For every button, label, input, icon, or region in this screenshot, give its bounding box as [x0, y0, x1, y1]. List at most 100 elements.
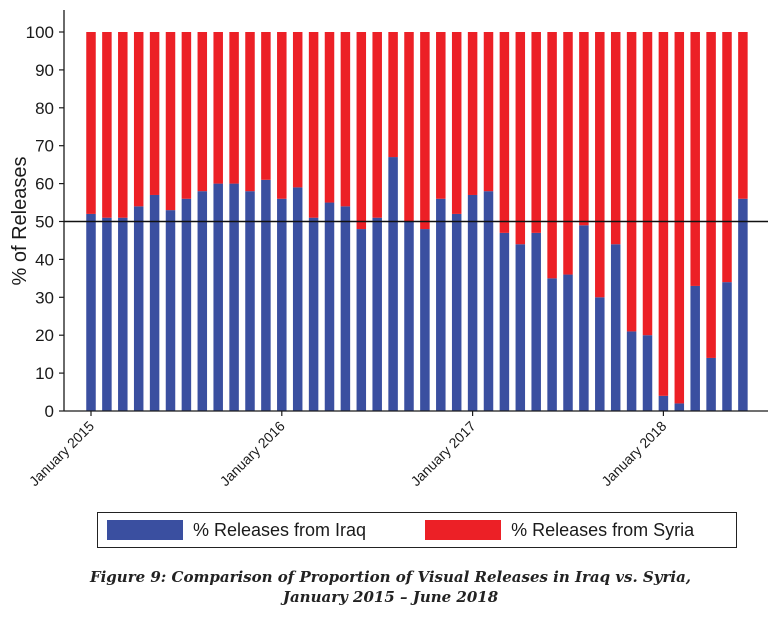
bar-iraq-2018-04 [706, 357, 716, 411]
bar-syria-2015-11 [245, 32, 255, 192]
bar-syria-2017-08 [579, 32, 589, 226]
bar-syria-2017-01 [467, 32, 478, 195]
bar-iraq-2016-06 [356, 229, 367, 411]
y-tick-label: 30 [35, 288, 54, 307]
bar-syria-2017-02 [483, 32, 494, 192]
bar-syria-2016-09 [404, 32, 414, 222]
bar-iraq-2018-02 [674, 403, 685, 411]
bar-syria-2015-06 [165, 32, 176, 211]
bar-iraq-2015-02 [102, 217, 112, 411]
bar-syria-2016-11 [436, 32, 446, 199]
bar-iraq-2017-04 [515, 244, 526, 411]
bar-iraq-2015-03 [118, 217, 128, 411]
bar-iraq-2016-04 [324, 202, 335, 411]
bar-iraq-2017-09 [595, 297, 605, 411]
legend-label-syria: % Releases from Syria [511, 519, 695, 540]
y-tick-label: 70 [35, 137, 54, 156]
bar-syria-2018-01 [658, 32, 669, 396]
bar-syria-2017-03 [499, 32, 510, 233]
bar-syria-2017-12 [642, 32, 653, 336]
bar-iraq-2015-04 [133, 206, 144, 411]
y-tick-label: 80 [35, 99, 54, 118]
bar-iraq-2015-11 [245, 191, 255, 411]
bar-iraq-2015-10 [229, 183, 239, 411]
x-tick-label: January 2015 [26, 418, 97, 489]
legend-item-iraq: % Releases from Iraq [98, 520, 366, 541]
figure-caption-line-1: Figure 9: Comparison of Proportion of Vi… [89, 568, 692, 586]
bar-iraq-2015-08 [197, 191, 208, 411]
bar-iraq-2016-12 [451, 213, 462, 411]
bar-syria-2017-04 [515, 32, 526, 245]
bar-syria-2015-10 [229, 32, 239, 184]
bar-iraq-2017-06 [547, 278, 557, 411]
bar-syria-2015-09 [213, 32, 223, 184]
bar-iraq-2017-07 [563, 274, 573, 411]
bar-syria-2015-12 [261, 32, 271, 180]
bar-iraq-2017-05 [531, 232, 541, 411]
bar-syria-2016-05 [340, 32, 351, 207]
bar-iraq-2016-01 [277, 198, 287, 411]
bar-iraq-2017-03 [499, 232, 510, 411]
bar-iraq-2017-12 [642, 335, 653, 411]
bar-iraq-2017-02 [483, 191, 494, 411]
bar-syria-2018-03 [690, 32, 700, 286]
bar-syria-2016-02 [292, 32, 303, 188]
bar-iraq-2016-09 [404, 221, 414, 411]
legend-item-syria: % Releases from Syria [416, 520, 694, 541]
bar-syria-2018-06 [738, 32, 748, 199]
legend-label-iraq: % Releases from Iraq [193, 519, 367, 540]
bar-iraq-2016-11 [436, 198, 446, 411]
y-tick-label: 60 [35, 175, 54, 194]
x-tick-label: January 2018 [598, 418, 669, 489]
x-tick-label: January 2016 [217, 418, 288, 489]
bar-iraq-2015-01 [86, 213, 96, 411]
bar-iraq-2018-03 [690, 285, 700, 411]
bar-iraq-2017-08 [579, 225, 589, 411]
legend-swatch-iraq [107, 520, 183, 540]
bars [86, 32, 748, 411]
bar-syria-2016-06 [356, 32, 367, 230]
y-tick-label: 100 [26, 23, 54, 42]
y-tick-label: 50 [35, 213, 54, 232]
bar-iraq-2015-07 [181, 198, 192, 411]
bar-syria-2017-11 [626, 32, 637, 332]
bar-syria-2015-02 [102, 32, 112, 218]
bar-iraq-2015-06 [165, 210, 176, 411]
legend-swatch-syria [425, 520, 502, 540]
bar-syria-2016-03 [308, 32, 319, 218]
bar-iraq-2015-05 [149, 194, 160, 411]
bar-iraq-2016-02 [292, 187, 303, 411]
bar-syria-2017-10 [610, 32, 621, 245]
bar-syria-2017-07 [563, 32, 573, 275]
legend: % Releases from Iraq % Releases from Syr… [97, 512, 737, 548]
bar-iraq-2018-01 [658, 395, 669, 411]
bar-syria-2017-09 [595, 32, 605, 298]
bar-syria-2015-04 [133, 32, 144, 207]
bar-syria-2015-07 [181, 32, 192, 199]
bar-syria-2017-06 [547, 32, 557, 279]
bar-syria-2015-03 [118, 32, 128, 218]
x-axis-ticks: January 2015 January 2016 January 2017 Janu… [26, 411, 670, 489]
bar-iraq-2018-05 [722, 282, 732, 411]
y-axis-ticks: 0 10 20 30 40 50 60 70 80 90 100 [26, 23, 64, 421]
bar-syria-2016-01 [277, 32, 287, 199]
x-tick-label: January 2017 [407, 418, 478, 489]
y-tick-label: 40 [35, 250, 54, 269]
y-tick-label: 10 [35, 364, 54, 383]
y-axis-label: % of Releases [9, 157, 31, 286]
bar-syria-2015-08 [197, 32, 208, 192]
y-tick-label: 90 [35, 61, 54, 80]
y-tick-label: 20 [35, 326, 54, 345]
figure-caption-line-2: January 2015 – June 2018 [282, 588, 499, 606]
bar-iraq-2016-07 [372, 217, 382, 411]
bar-iraq-2015-12 [261, 179, 271, 411]
bar-iraq-2017-01 [467, 194, 478, 411]
bar-syria-2018-04 [706, 32, 716, 358]
bar-iraq-2018-06 [738, 198, 748, 411]
bar-syria-2016-08 [388, 32, 398, 158]
bar-syria-2016-04 [324, 32, 335, 203]
bar-syria-2018-02 [674, 32, 685, 404]
bar-syria-2016-12 [451, 32, 462, 214]
bar-syria-2016-07 [372, 32, 382, 218]
